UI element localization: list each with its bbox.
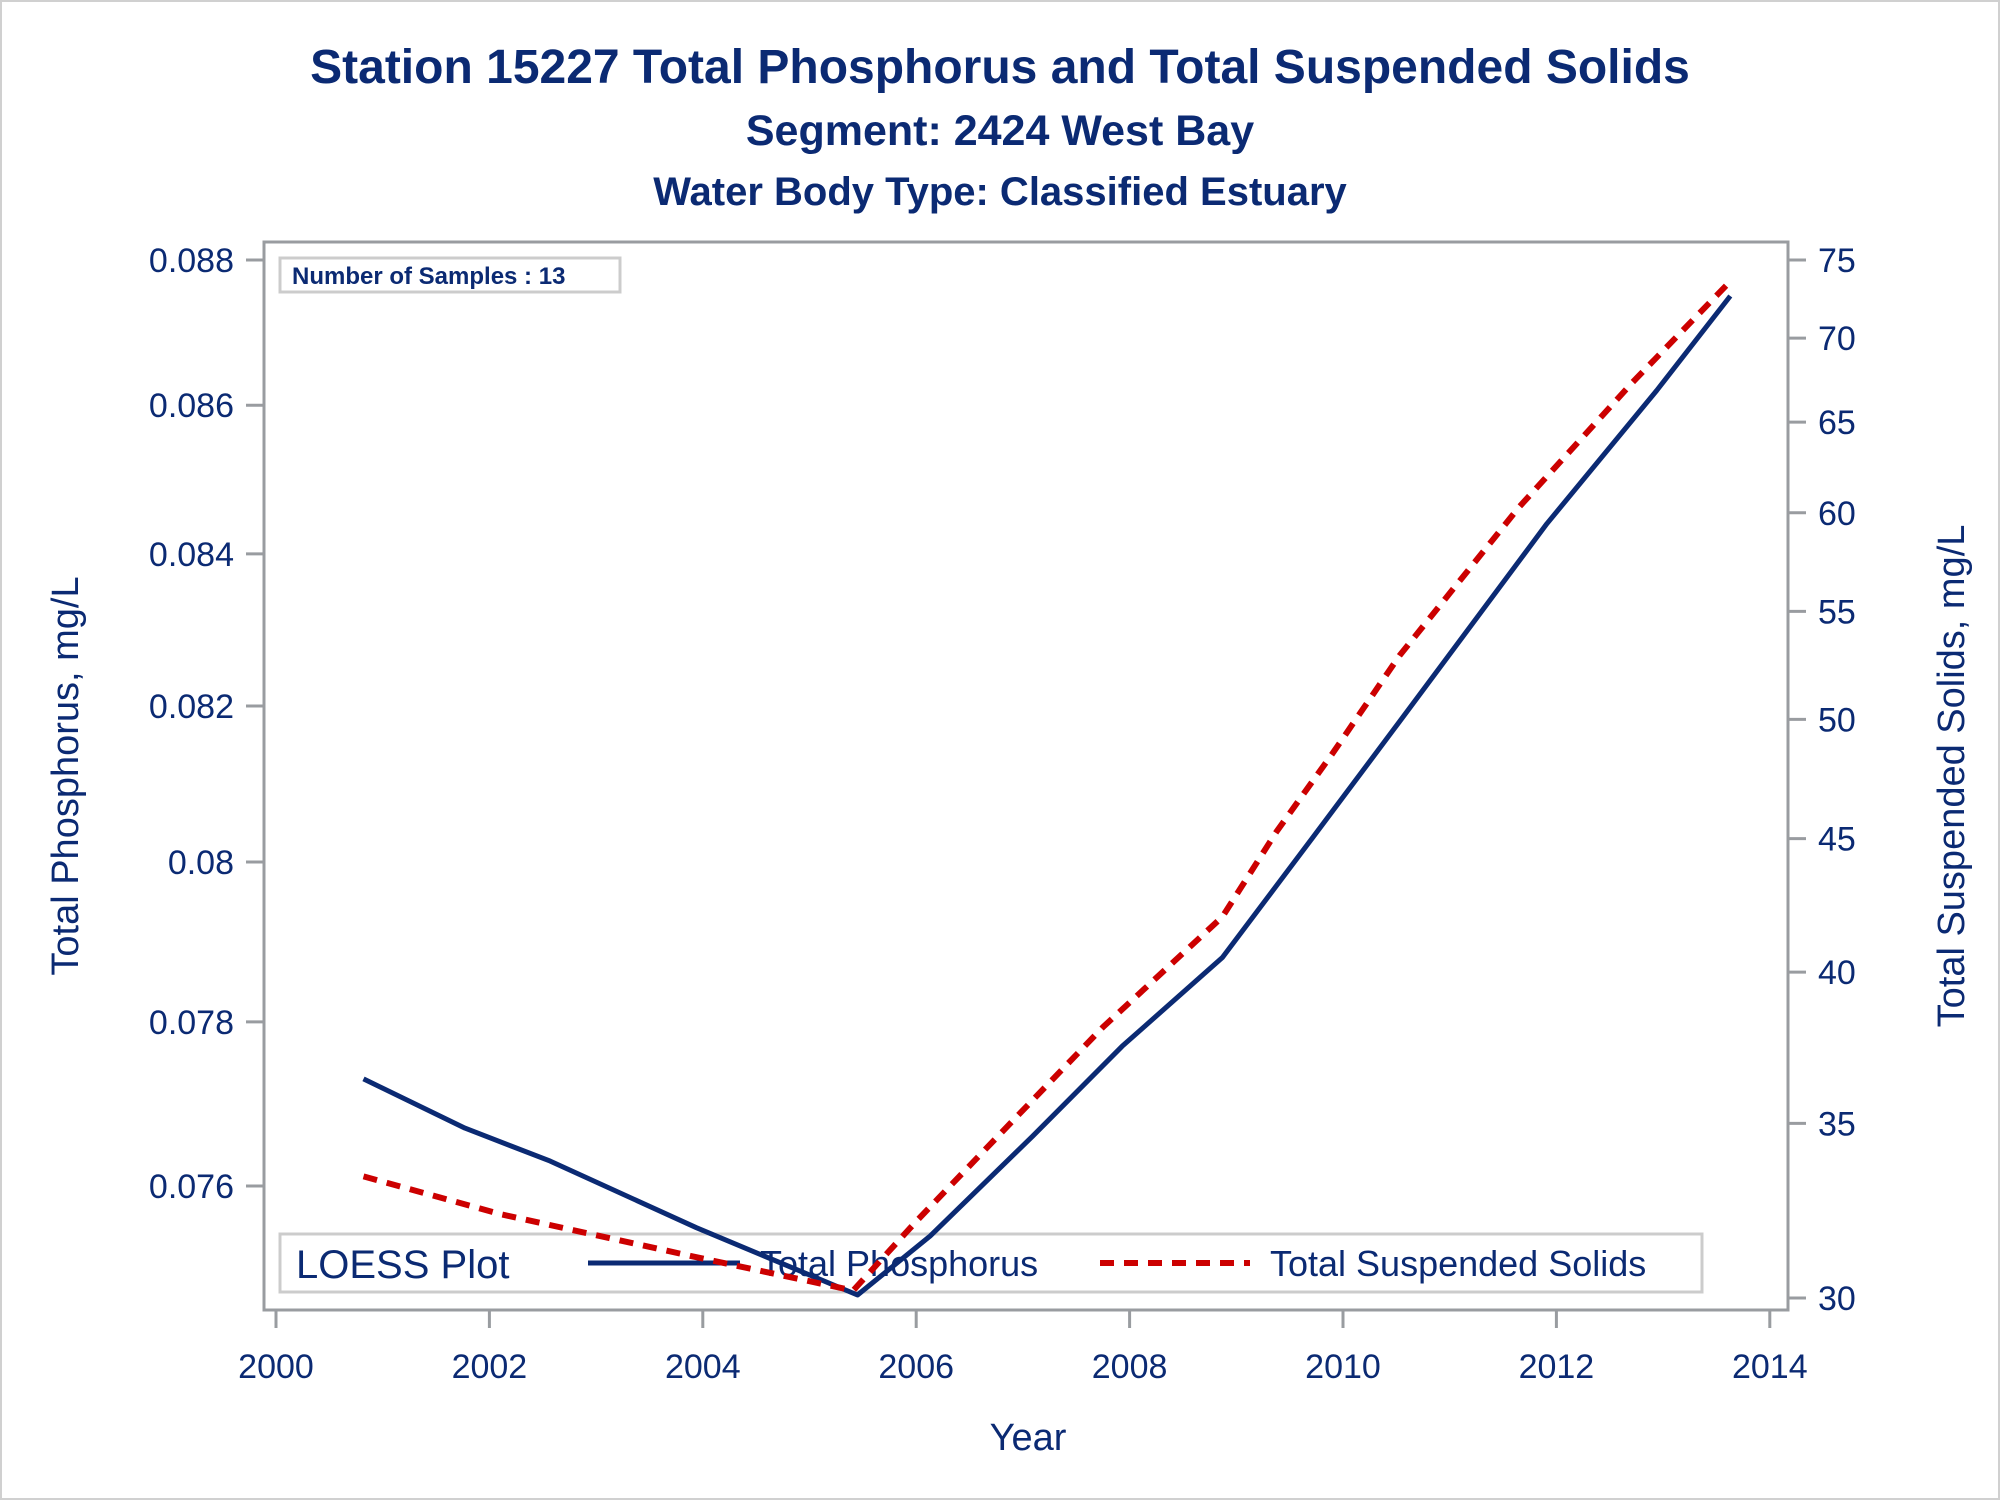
y-tick-label: 0.084 <box>149 536 234 574</box>
y2-tick-label: 75 <box>1818 242 1856 280</box>
x-tick-label: 2014 <box>1732 1348 1808 1386</box>
y2-tick-label: 50 <box>1818 701 1856 739</box>
y-tick-label: 0.086 <box>149 387 234 425</box>
x-tick-label: 2008 <box>1092 1348 1168 1386</box>
y-tick-label: 0.088 <box>149 242 234 280</box>
y-tick-label: 0.082 <box>149 688 234 726</box>
y2-tick-label: 45 <box>1818 821 1856 859</box>
x-tick-label: 2004 <box>665 1348 741 1386</box>
y-tick-label: 0.078 <box>149 1004 234 1042</box>
x-tick-label: 2002 <box>452 1348 528 1386</box>
chart-subtitle-waterbody: Water Body Type: Classified Estuary <box>653 170 1347 214</box>
y2-tick-label: 60 <box>1818 495 1856 533</box>
axes-layer: 2000 2002 2004 2006 2008 2010 2012 2014 0.088 0.0… <box>149 240 1856 1386</box>
series-layer <box>362 279 1733 1298</box>
chart-title: Station 15227 Total Phosphorus and Total… <box>310 41 1690 94</box>
x-tick-label: 2000 <box>238 1348 314 1386</box>
legend-label-total-suspended-solids: Total Suspended Solids <box>1270 1243 1646 1284</box>
sample-count-text: Number of Samples : 13 <box>292 263 565 290</box>
y-axis-title: Total Phosphorus, mg/L <box>45 576 87 975</box>
plot-frame <box>262 240 1790 1312</box>
y2-tick-label: 65 <box>1818 404 1856 442</box>
legend-title: LOESS Plot <box>296 1243 509 1287</box>
x-tick-label: 2006 <box>878 1348 954 1386</box>
series-line-total-phosphorus <box>362 294 1733 1298</box>
y2-tick-label: 30 <box>1818 1280 1856 1318</box>
y-tick-label: 0.076 <box>149 1168 234 1206</box>
y2-tick-label: 35 <box>1818 1105 1856 1143</box>
y-tick-label: 0.08 <box>168 844 234 882</box>
sample-count-inset: Number of Samples : 13 <box>278 256 622 294</box>
y2-tick-label: 70 <box>1818 320 1856 358</box>
x-tick-label: 2012 <box>1519 1348 1595 1386</box>
series-line-total-suspended-solids <box>362 279 1733 1294</box>
x-tick-label: 2010 <box>1305 1348 1381 1386</box>
legend-box <box>278 1232 1704 1294</box>
title-block: Station 15227 Total Phosphorus and Total… <box>0 36 2000 222</box>
chart-subtitle-segment: Segment: 2424 West Bay <box>745 107 1255 155</box>
y2-tick-label: 55 <box>1818 593 1856 631</box>
sample-count-box <box>278 256 622 294</box>
y2-tick-label: 40 <box>1818 954 1856 992</box>
x-axis-title: Year <box>990 1417 1067 1459</box>
legend-layer: LOESS Plot Total Phosphorus Total Suspende… <box>278 1232 1704 1294</box>
y2-axis-title: Total Suspended Solids, mg/L <box>1931 525 1973 1028</box>
